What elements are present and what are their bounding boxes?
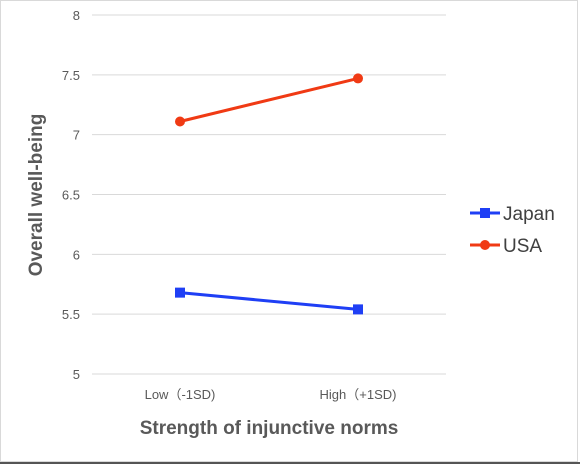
data-point-usa bbox=[353, 73, 363, 84]
y-tick-label: 5 bbox=[73, 367, 80, 382]
y-tick-labels: 5 5.5 6 6.5 7 7.5 8 bbox=[62, 8, 80, 382]
bottom-divider bbox=[0, 462, 580, 464]
legend-label-usa: USA bbox=[503, 236, 542, 257]
x-tick-label: Low（-1SD) bbox=[145, 387, 216, 402]
y-tick-label: 7.5 bbox=[62, 68, 80, 83]
legend-marker bbox=[480, 240, 490, 250]
y-tick-label: 6 bbox=[73, 247, 80, 262]
x-axis-title: Strength of injunctive norms bbox=[140, 418, 399, 439]
x-tick-labels: Low（-1SD) High（+1SD) bbox=[145, 387, 397, 402]
series-line-usa bbox=[179, 76, 359, 123]
y-tick-label: 6.5 bbox=[62, 188, 80, 203]
gridlines bbox=[92, 14, 446, 375]
data-point-japan bbox=[353, 304, 363, 315]
y-tick-label: 7 bbox=[73, 128, 80, 143]
data-point-japan bbox=[175, 287, 185, 298]
series-line-japan bbox=[179, 291, 359, 311]
x-tick-label: High（+1SD) bbox=[320, 387, 397, 402]
y-axis-title: Overall well-being bbox=[26, 114, 47, 277]
legend: Japan USA bbox=[470, 204, 555, 257]
y-tick-label: 5.5 bbox=[62, 307, 80, 322]
legend-label-japan: Japan bbox=[503, 204, 555, 225]
legend-marker bbox=[480, 208, 490, 218]
data-point-usa bbox=[175, 116, 185, 127]
y-tick-label: 8 bbox=[73, 8, 80, 23]
series-lines bbox=[175, 73, 363, 315]
